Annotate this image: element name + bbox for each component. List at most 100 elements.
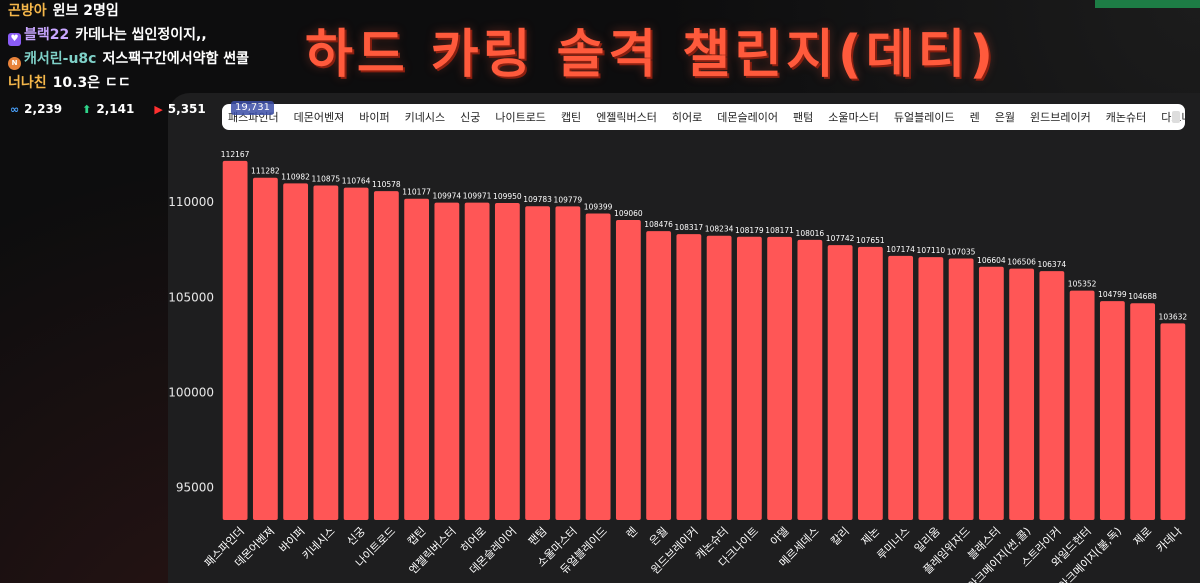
x-tick-label: 캡틴 [405,525,429,549]
tab-class[interactable]: 바이퍼 [359,111,390,124]
bar[interactable] [555,206,581,520]
tab-class[interactable]: 캐논슈터 [1105,111,1147,124]
bar[interactable] [767,236,793,520]
bar-value-label: 110875 [312,174,341,183]
bar[interactable] [1069,290,1095,520]
bar[interactable] [434,202,460,520]
y-tick-label: 95000 [176,481,214,495]
tab-class[interactable]: 나이트로드 [495,111,546,124]
x-tick-label: 은월 [647,525,671,549]
bar-value-label: 110982 [281,172,310,181]
bar-value-label: 107174 [886,245,915,254]
chat-message: 너나친 10.3은 ㄷㄷ [8,72,308,94]
tab-class[interactable]: 신궁 [460,111,481,124]
bar[interactable] [585,213,611,521]
x-tick-label: 아델 [768,525,792,549]
chat-text: 카데나는 씹인정이지,, [75,27,207,43]
bar-value-label: 109971 [463,192,492,201]
stat-value: 5,351 [167,102,206,116]
bar[interactable] [1009,268,1035,520]
bar[interactable] [1039,271,1065,520]
bar[interactable] [222,160,248,520]
bar-value-label: 108179 [735,226,764,235]
bar-value-label: 103632 [1159,312,1188,321]
bar-value-label: 106506 [1007,258,1036,267]
bar[interactable] [615,220,641,520]
top-right-bar [1095,0,1200,8]
bar-value-label: 107651 [856,236,885,245]
y-tick-label: 105000 [168,290,214,304]
bar[interactable] [736,236,762,520]
bar-value-label: 105352 [1068,280,1097,289]
viewer-stats: ∞ 2,239 ⬆ 2,141 ▶ 5,351 [10,102,206,116]
y-tick-label: 110000 [168,195,214,209]
bar[interactable] [706,235,732,520]
bar-value-label: 107110 [917,246,946,255]
tab-class[interactable]: 키네시스 [404,111,446,124]
bar[interactable] [494,203,520,520]
chat-message: N 캐서린-u8c 저스팩구간에서약함 썬콜 [8,48,308,70]
tab-class[interactable]: 듀얼블레이드 [893,111,955,124]
y-tick-label: 100000 [168,385,214,399]
chat-text: 윈브 2명임 [52,3,119,19]
bar-value-label: 106374 [1038,260,1067,269]
bar[interactable] [525,206,551,520]
tabs-scroll-handle[interactable] [1172,111,1180,123]
bar[interactable] [857,246,883,520]
infinity-icon: ∞ [10,102,20,116]
bar[interactable] [646,231,672,520]
tab-class[interactable]: 엔젤릭버스터 [596,111,657,124]
chat-text: 저스팩구간에서약함 썬콜 [102,51,250,67]
subscriber-badge-icon: N [8,57,21,70]
chat-username: 곤방아 [8,3,47,19]
tab-class[interactable]: 히어로 [671,111,703,124]
x-tick-label: 키네시스 [300,525,338,563]
tab-class[interactable]: 캡틴 [560,111,582,124]
bar[interactable] [313,185,339,520]
bar[interactable] [948,258,974,520]
tab-class[interactable]: 은월 [994,111,1015,124]
bar[interactable] [1160,323,1186,520]
bar[interactable] [797,239,823,520]
up-arrow-icon: ⬆ [82,102,92,116]
bar-value-label: 107742 [826,234,855,243]
bar[interactable] [827,245,853,520]
stat-item: ∞ 2,239 [10,102,62,116]
tab-class[interactable]: 데몬어벤져 [293,111,345,124]
bar[interactable] [343,187,369,520]
class-tabs: 패스파인더 데몬어벤져 바이퍼 키네시스 신궁 나이트로드 캡틴 엔젤릭버스터 히어로 데몬슬레이… [222,104,1185,130]
tab-class[interactable]: 데몬슬레이어 [717,111,779,124]
x-tick-label: 카데나 [1154,525,1185,556]
bar[interactable] [373,191,399,520]
bar-value-label: 110177 [402,188,431,197]
bar[interactable] [464,202,490,520]
bar-value-label: 108171 [765,226,794,235]
bar-value-label: 108016 [796,229,825,238]
tab-class[interactable]: 소울마스터 [828,111,879,124]
bar-value-label: 107035 [947,248,976,257]
tab-class[interactable]: 윈드브레이커 [1030,111,1091,124]
bar-value-label: 109783 [523,195,552,204]
bar-value-label: 104688 [1128,292,1157,301]
bar[interactable] [888,255,914,521]
x-tick-label: 제로 [1131,525,1155,549]
bar[interactable] [978,266,1004,520]
x-tick-label: 렌 [624,525,640,541]
youtube-icon: ▶ [154,102,163,116]
bar[interactable] [918,257,944,520]
chat-username: 너나친 [8,75,47,91]
bar[interactable] [1130,303,1156,520]
tab-class[interactable]: 팬텀 [793,111,814,124]
bar[interactable] [676,234,702,520]
bar-value-label: 110764 [342,177,371,186]
bar[interactable] [283,183,309,520]
tab-class[interactable]: 렌 [969,111,980,124]
bar[interactable] [404,198,430,520]
bar-value-label: 112167 [221,150,250,159]
bar[interactable] [252,177,278,520]
bar[interactable] [1099,301,1125,520]
bar-chart: 95000100000105000110000112167패스파인더111282… [168,150,1188,583]
bar-value-label: 109974 [433,192,462,201]
bar-value-label: 110578 [372,180,401,189]
chat-username: 캐서린-u8c [24,51,97,67]
